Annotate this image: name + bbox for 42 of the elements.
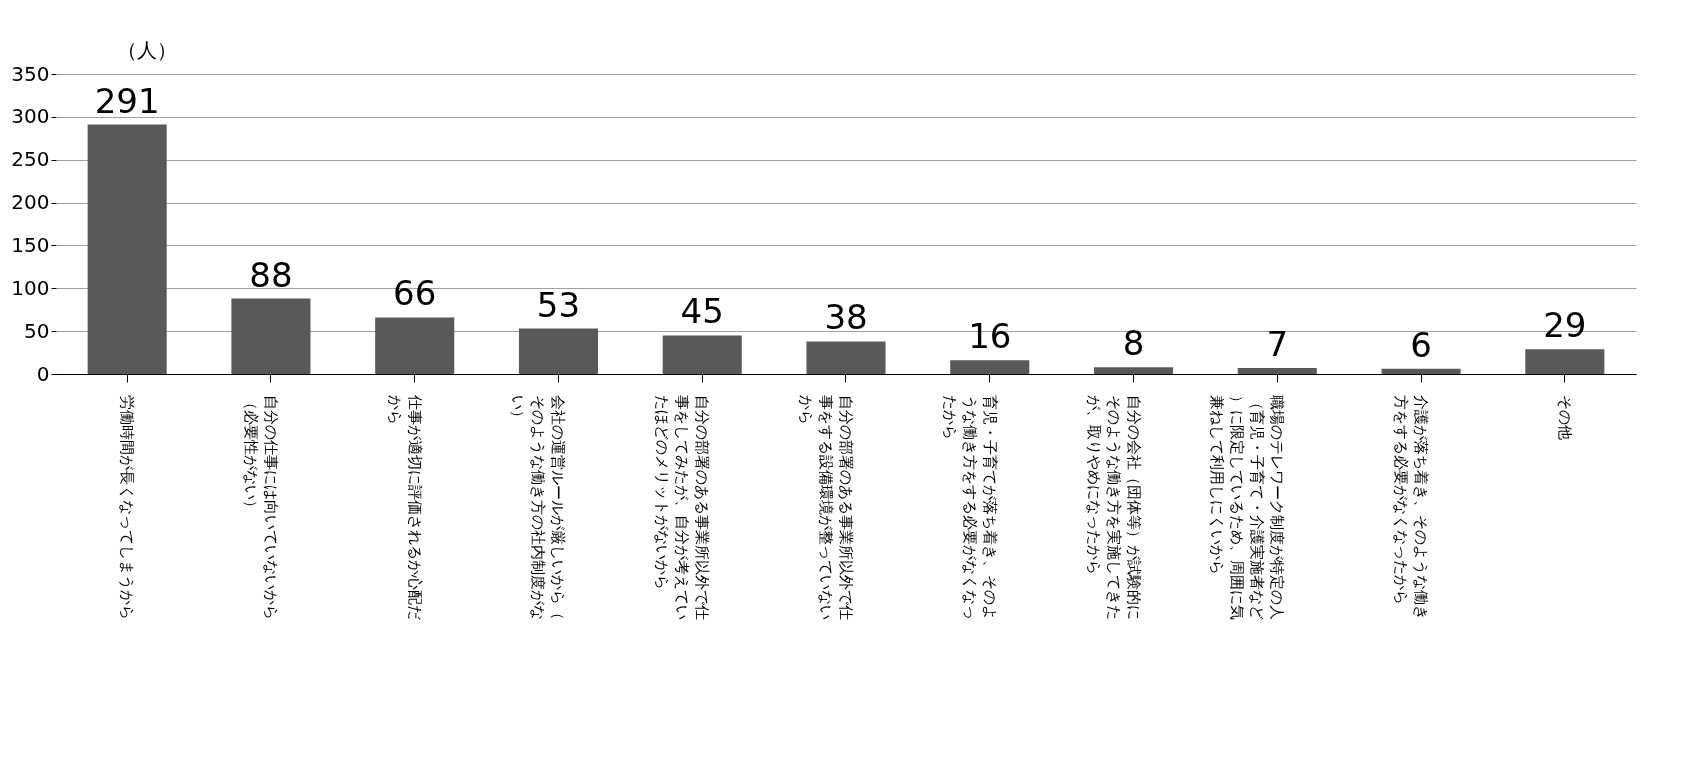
x-tick-label: 会社の運営ルールが厳しいから（そのような働き方の社内制度がない） <box>509 394 568 620</box>
x-tick-label: 自分の部署のある事業所以外で仕事をしてみたが、自分が考えていたほどのメリットがないから <box>653 394 712 620</box>
bar <box>1237 368 1317 374</box>
bar <box>950 360 1030 374</box>
y-axis-title: （人） <box>116 37 177 62</box>
x-tick-label: 介護が落ち着き、そのような働き方をする必要がなくなったから <box>1392 394 1431 620</box>
bar <box>87 124 167 374</box>
bar <box>375 317 455 374</box>
x-tick-label: その他 <box>1555 394 1574 440</box>
bar <box>231 298 311 374</box>
y-tick-label: 150 <box>11 232 50 257</box>
y-tick-label: 200 <box>11 190 50 215</box>
data-label: 66 <box>393 273 437 314</box>
y-tick-label: 300 <box>11 104 50 129</box>
bar <box>1381 368 1461 374</box>
data-label: 291 <box>94 80 160 121</box>
data-label: 53 <box>536 284 581 325</box>
y-tick-label: 50 <box>24 318 50 343</box>
y-tick-label: 100 <box>11 275 50 300</box>
x-tick-label: 仕事が適切に評価されるか心配だから <box>385 393 424 620</box>
bar <box>806 341 886 374</box>
data-label: 38 <box>824 297 868 338</box>
data-label: 6 <box>1410 324 1432 365</box>
x-tick-label: 労働時間が長くなってしまうから <box>118 394 137 620</box>
x-tick-label: 育児・子育てが落ち着き、そのような働き方をする必要がなくなったから <box>940 394 999 620</box>
bar <box>1094 367 1174 374</box>
bar <box>662 335 742 374</box>
x-tick-label: 自分の会社（団体等）が試験的にそのような働き方を実施してきたが、取りやめになったから <box>1084 394 1143 620</box>
data-label: 16 <box>968 316 1012 357</box>
y-tick-label: 0 <box>36 361 50 386</box>
y-tick-label: 350 <box>11 61 50 86</box>
bar <box>518 328 598 374</box>
data-label: 88 <box>249 254 293 295</box>
data-label: 7 <box>1266 324 1289 364</box>
x-tick-label: 職場のテレワーク制度が特定の人（育児・子育て・介護実施者など）に限定しているため、周囲に気兼ねして利用しにくいから <box>1208 394 1287 620</box>
data-label: 45 <box>680 291 724 332</box>
bar <box>1525 349 1605 374</box>
y-tick-label: 250 <box>11 147 50 172</box>
x-tick-label: 自分の仕事には向いていないから（必要性がない） <box>241 394 280 620</box>
x-tick-label: 自分の部署のある事業所以外で仕事をする設備環境が整っていないから <box>797 394 855 620</box>
data-label: 29 <box>1543 305 1587 346</box>
data-label: 8 <box>1122 323 1145 364</box>
